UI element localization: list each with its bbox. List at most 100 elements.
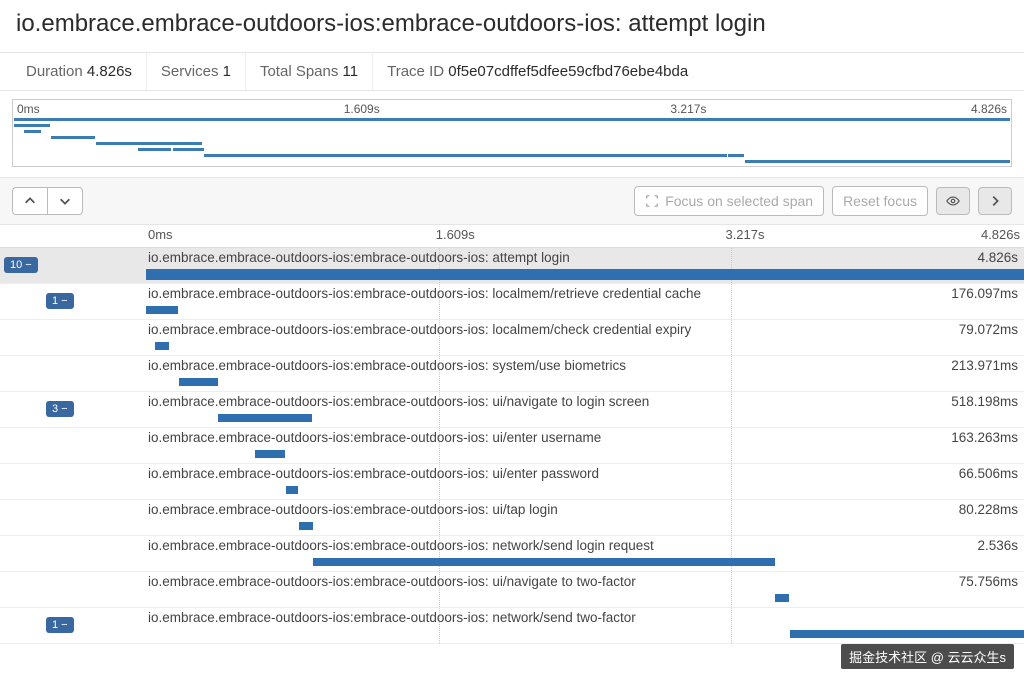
reset-focus-label: Reset focus xyxy=(843,193,917,209)
span-count-badge[interactable]: 3 − xyxy=(46,401,74,417)
span-name: io.embrace.embrace-outdoors-ios:embrace-… xyxy=(148,250,570,265)
tick-2: 3.217s xyxy=(725,227,764,242)
span-tree-col: 1 − xyxy=(0,608,146,643)
span-duration: 518.198ms xyxy=(951,394,1018,409)
span-tree-col: 1 − xyxy=(0,284,146,319)
span-bar xyxy=(313,558,774,566)
span-bar xyxy=(146,269,1024,280)
span-tree-col xyxy=(0,572,146,607)
span-bar xyxy=(775,594,789,602)
minimap-bar xyxy=(173,148,187,151)
span-track: io.embrace.embrace-outdoors-ios:embrace-… xyxy=(146,500,1024,535)
span-name: io.embrace.embrace-outdoors-ios:embrace-… xyxy=(148,394,649,409)
toggle-view-button[interactable] xyxy=(936,187,970,215)
span-bar xyxy=(286,486,298,494)
span-tree-col xyxy=(0,356,146,391)
minimap-bar xyxy=(14,124,50,127)
span-row[interactable]: 1 − io.embrace.embrace-outdoors-ios:embra… xyxy=(0,284,1024,320)
expand-panel-button[interactable] xyxy=(978,187,1012,215)
span-row[interactable]: 1 − io.embrace.embrace-outdoors-ios:embra… xyxy=(0,608,1024,644)
toolbar: Focus on selected span Reset focus xyxy=(0,177,1024,225)
span-tree-col xyxy=(0,464,146,499)
minimap[interactable]: 0ms 1.609s 3.217s 4.826s xyxy=(12,99,1012,167)
span-row[interactable]: io.embrace.embrace-outdoors-ios:embrace-… xyxy=(0,536,1024,572)
span-bar xyxy=(146,306,178,314)
span-bar xyxy=(155,342,169,350)
span-tree-col xyxy=(0,536,146,571)
span-name: io.embrace.embrace-outdoors-ios:embrace-… xyxy=(148,358,626,373)
span-name: io.embrace.embrace-outdoors-ios:embrace-… xyxy=(148,466,599,481)
span-track: io.embrace.embrace-outdoors-ios:embrace-… xyxy=(146,572,1024,607)
span-duration: 163.263ms xyxy=(951,430,1018,445)
span-track: io.embrace.embrace-outdoors-ios:embrace-… xyxy=(146,428,1024,463)
focus-span-label: Focus on selected span xyxy=(665,193,813,209)
span-bar xyxy=(790,630,1024,638)
chevron-right-icon xyxy=(988,194,1002,208)
minimap-bar xyxy=(24,130,40,133)
span-row[interactable]: io.embrace.embrace-outdoors-ios:embrace-… xyxy=(0,572,1024,608)
eye-icon xyxy=(946,194,960,208)
chevron-up-icon xyxy=(23,194,37,208)
span-name: io.embrace.embrace-outdoors-ios:embrace-… xyxy=(148,610,636,625)
span-name: io.embrace.embrace-outdoors-ios:embrace-… xyxy=(148,322,691,337)
span-name: io.embrace.embrace-outdoors-ios:embrace-… xyxy=(148,574,636,589)
span-duration: 75.756ms xyxy=(959,574,1018,589)
span-bar xyxy=(255,450,285,458)
watermark: 掘金技术社区 @ 云云众生s xyxy=(841,644,1014,669)
minimap-bar xyxy=(14,118,1010,121)
span-track: io.embrace.embrace-outdoors-ios:embrace-… xyxy=(146,536,1024,571)
tick-0: 0ms xyxy=(148,227,173,242)
span-bar xyxy=(299,522,314,530)
focus-icon xyxy=(645,194,659,208)
span-row[interactable]: 3 − io.embrace.embrace-outdoors-ios:embra… xyxy=(0,392,1024,428)
span-track: io.embrace.embrace-outdoors-ios:embrace-… xyxy=(146,284,1024,319)
span-row[interactable]: io.embrace.embrace-outdoors-ios:embrace-… xyxy=(0,320,1024,356)
minimap-bar xyxy=(96,142,203,145)
span-duration: 4.826s xyxy=(977,250,1018,265)
span-bar xyxy=(218,414,312,422)
span-row[interactable]: io.embrace.embrace-outdoors-ios:embrace-… xyxy=(0,500,1024,536)
meta-spans: Total Spans 11 xyxy=(246,53,373,90)
timeline-header: 0ms 1.609s 3.217s 4.826s xyxy=(0,225,1024,248)
chevron-down-icon xyxy=(58,194,72,208)
span-tree-col xyxy=(0,428,146,463)
meta-bar: Duration 4.826s Services 1 Total Spans 1… xyxy=(0,52,1024,91)
meta-services: Services 1 xyxy=(147,53,246,90)
span-track: io.embrace.embrace-outdoors-ios:embrace-… xyxy=(146,320,1024,355)
span-bar xyxy=(179,378,218,386)
span-track: io.embrace.embrace-outdoors-ios:embrace-… xyxy=(146,464,1024,499)
minimap-bar xyxy=(187,148,204,151)
span-track: io.embrace.embrace-outdoors-ios:embrace-… xyxy=(146,392,1024,427)
reset-focus-button[interactable]: Reset focus xyxy=(832,186,928,216)
meta-duration: Duration 4.826s xyxy=(12,53,147,90)
collapse-up-button[interactable] xyxy=(12,187,47,215)
tick-1: 1.609s xyxy=(436,227,475,242)
focus-span-button[interactable]: Focus on selected span xyxy=(634,186,824,216)
span-count-badge[interactable]: 10 − xyxy=(4,257,38,273)
span-duration: 66.506ms xyxy=(959,466,1018,481)
span-tree-col: 3 − xyxy=(0,392,146,427)
span-duration: 79.072ms xyxy=(959,322,1018,337)
span-tree-col: 10 − xyxy=(0,248,146,283)
collapse-down-button[interactable] xyxy=(47,187,83,215)
span-tree-col xyxy=(0,500,146,535)
span-list: 10 − io.embrace.embrace-outdoors-ios:embr… xyxy=(0,248,1024,644)
meta-traceid: Trace ID 0f5e07cdffef5dfee59cfbd76ebe4bd… xyxy=(373,53,702,90)
span-name: io.embrace.embrace-outdoors-ios:embrace-… xyxy=(148,430,601,445)
minimap-bar xyxy=(51,136,95,139)
span-duration: 2.536s xyxy=(977,538,1018,553)
span-row[interactable]: 10 − io.embrace.embrace-outdoors-ios:embr… xyxy=(0,248,1024,284)
span-name: io.embrace.embrace-outdoors-ios:embrace-… xyxy=(148,502,558,517)
span-name: io.embrace.embrace-outdoors-ios:embrace-… xyxy=(148,286,701,301)
span-track: io.embrace.embrace-outdoors-ios:embrace-… xyxy=(146,356,1024,391)
span-count-badge[interactable]: 1 − xyxy=(46,617,74,633)
span-count-badge[interactable]: 1 − xyxy=(46,293,74,309)
span-name: io.embrace.embrace-outdoors-ios:embrace-… xyxy=(148,538,654,553)
span-duration: 80.228ms xyxy=(959,502,1018,517)
span-row[interactable]: io.embrace.embrace-outdoors-ios:embrace-… xyxy=(0,356,1024,392)
minimap-bar xyxy=(728,154,744,157)
span-row[interactable]: io.embrace.embrace-outdoors-ios:embrace-… xyxy=(0,464,1024,500)
span-duration: 176.097ms xyxy=(951,286,1018,301)
span-tree-col xyxy=(0,320,146,355)
span-row[interactable]: io.embrace.embrace-outdoors-ios:embrace-… xyxy=(0,428,1024,464)
